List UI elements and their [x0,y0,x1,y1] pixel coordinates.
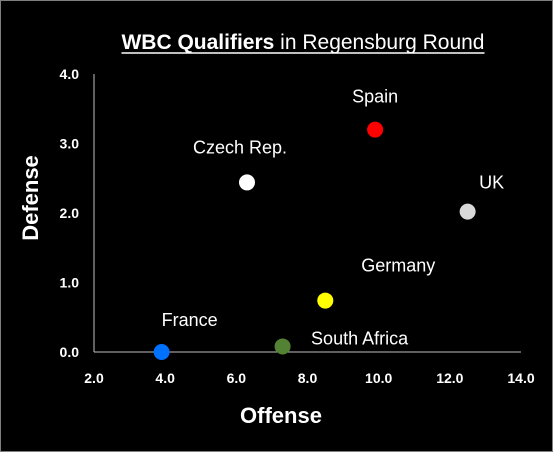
x-tick-label: 6.0 [227,370,247,386]
data-label-germany: Germany [361,256,435,276]
y-tick-label: 0.0 [60,344,80,360]
x-tick-label: 4.0 [155,370,175,386]
data-point-south-africa [274,338,291,355]
data-point-uk [459,203,476,220]
x-tick-label: 14.0 [507,370,534,386]
axes: 2.0 4.0 6.0 8.0 10.0 12.0 14.0 0.0 1.0 2.0 3.0 4.0 [60,66,535,386]
data-label-uk: UK [479,173,504,193]
y-axis-title: Defense [18,155,43,241]
chart-title-rest: in Regensburg Round [274,31,484,54]
data-point-spain [367,121,384,138]
x-tick-label: 12.0 [436,370,463,386]
x-tick-label: 2.0 [84,370,104,386]
data-point-france [153,344,170,360]
x-axis-title: Offense [240,403,322,428]
data-label-czech-rep: Czech Rep. [193,137,287,157]
chart-title: WBC Qualifiers in Regensburg Round [121,31,484,54]
data-point-germany [317,292,334,309]
data-points: Spain Czech Rep. UK Germany France South Afri… [153,87,504,360]
y-tick-label: 3.0 [60,136,80,152]
x-tick-label: 8.0 [298,370,318,386]
y-tick-label: 2.0 [60,205,80,221]
data-label-spain: Spain [352,87,398,107]
chart-title-bold: WBC Qualifiers [121,31,274,54]
data-label-france: France [162,310,218,330]
data-point-czech-rep [239,174,256,191]
data-label-south-africa: South Africa [311,328,409,348]
x-tick-label: 10.0 [365,370,392,386]
y-tick-label: 4.0 [60,66,80,82]
y-tick-label: 1.0 [60,275,80,291]
